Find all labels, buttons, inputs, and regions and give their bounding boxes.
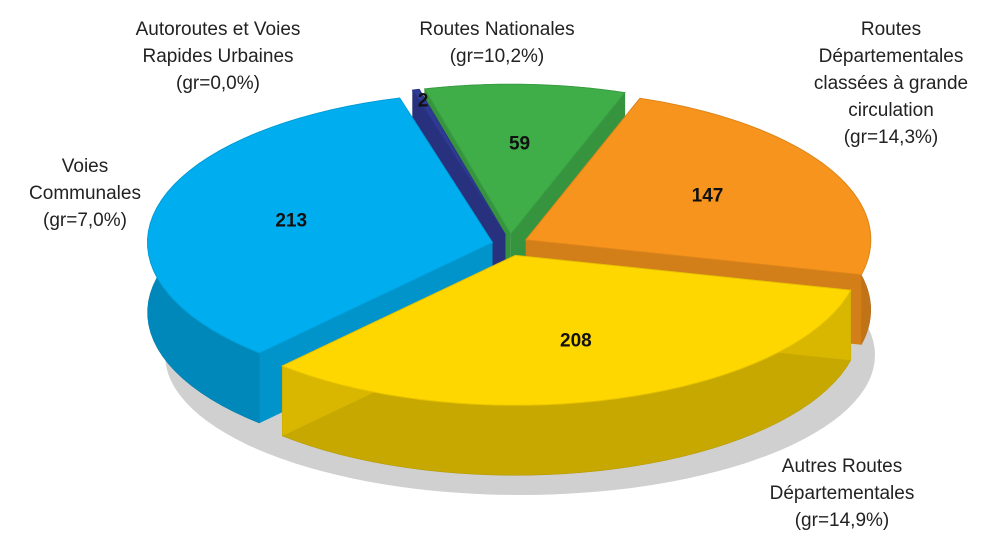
- data-label: 208: [560, 330, 592, 351]
- slice: [423, 83, 626, 236]
- category-label: Routes Nationales: [419, 19, 574, 40]
- slice: [147, 97, 494, 354]
- category-label: Départementales: [819, 46, 964, 67]
- category-label: Voies: [62, 156, 108, 177]
- category-note: (gr=7,0%): [43, 210, 127, 231]
- category-note: (gr=10,2%): [450, 46, 545, 67]
- slice: [411, 88, 506, 235]
- category-note: (gr=0,0%): [176, 73, 260, 94]
- slice: [524, 97, 872, 276]
- category-note: (gr=14,3%): [844, 127, 939, 148]
- category-label: Départementales: [770, 483, 915, 504]
- category-label: circulation: [848, 100, 934, 121]
- data-label: 213: [275, 211, 307, 232]
- data-label: 59: [509, 133, 530, 154]
- data-label: 2: [418, 90, 429, 111]
- slice: [280, 254, 852, 406]
- category-label: Routes: [861, 19, 921, 40]
- category-label: Autoroutes et Voies: [136, 19, 301, 40]
- category-label: Communales: [29, 183, 141, 204]
- category-label: Rapides Urbaines: [142, 46, 293, 67]
- category-label: Autres Routes: [782, 456, 902, 477]
- data-label: 147: [692, 186, 724, 207]
- category-label: classées à grande: [814, 73, 968, 94]
- category-note: (gr=14,9%): [795, 510, 890, 531]
